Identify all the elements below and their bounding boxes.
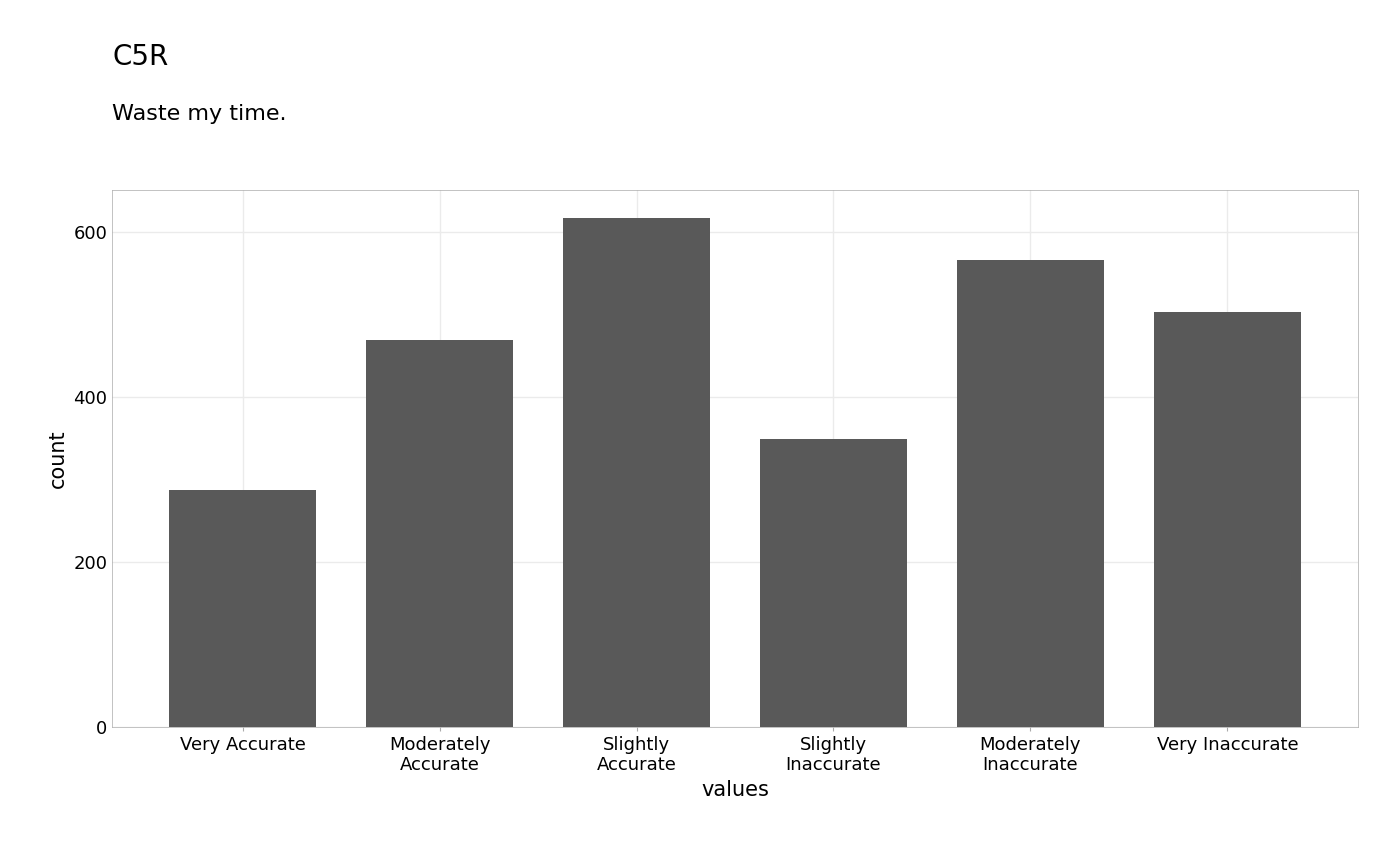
Y-axis label: count: count [48,429,67,488]
Text: Waste my time.: Waste my time. [112,104,287,124]
Bar [168,490,316,727]
Bar [956,260,1105,727]
Bar [760,439,907,727]
Bar [1154,312,1302,727]
Bar [563,217,710,727]
Text: C5R: C5R [112,43,168,71]
Bar [365,341,514,727]
X-axis label: values: values [701,780,769,800]
